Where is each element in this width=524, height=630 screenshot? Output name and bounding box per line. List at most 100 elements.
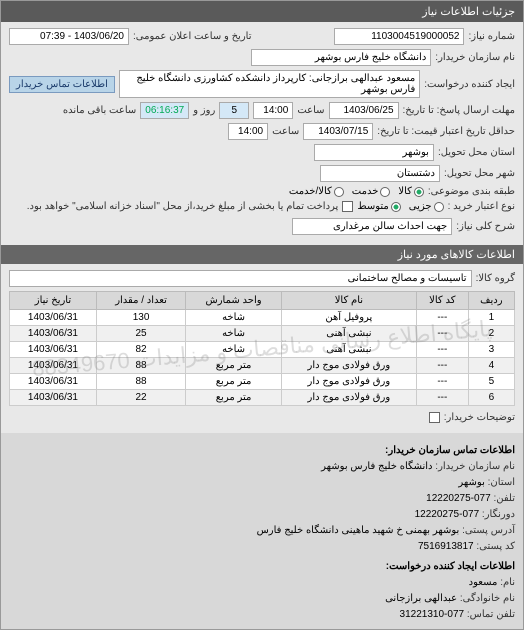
city-label: شهر محل تحویل: xyxy=(444,168,515,179)
time-remaining-label: ساعت باقی مانده xyxy=(63,105,136,116)
subject-value: جهت احداث سالن مرغداری xyxy=(292,218,452,235)
radio-icon xyxy=(434,202,444,212)
request-no: 1103004519000052 xyxy=(334,28,464,45)
table-cell: ورق فولادی موج دار xyxy=(281,374,416,390)
purchase-type-label: نوع اعتبار خرید : xyxy=(448,201,515,212)
buyer-contact-button[interactable]: اطلاعات تماس خریدار xyxy=(9,76,115,93)
public-datetime-label: تاریخ و ساعت اعلان عمومی: xyxy=(133,31,252,42)
table-row: 5---ورق فولادی موج دارمتر مربع881403/06/… xyxy=(10,374,515,390)
items-table: ردیفکد کالانام کالاواحد شمارشتعداد / مقد… xyxy=(9,291,515,406)
table-cell: متر مربع xyxy=(186,390,282,406)
table-cell: شاخه xyxy=(186,342,282,358)
table-cell: --- xyxy=(416,310,468,326)
table-header: نام کالا xyxy=(281,292,416,310)
group-label: گروه کالا: xyxy=(476,273,515,284)
org-name-label: نام سازمان خریدار: xyxy=(435,461,515,472)
contact-address: بوشهر بهمنی خ شهید ماهینی دانشگاه خلیج ف… xyxy=(257,525,460,536)
payment-note: پرداخت تمام یا بخشی از مبلغ خرید،از محل … xyxy=(27,201,339,212)
buyer-notes-checkbox[interactable] xyxy=(429,412,440,423)
table-cell: متر مربع xyxy=(186,374,282,390)
contact-fax: 077-12220275 xyxy=(415,509,480,520)
contact-phone-label: تلفن: xyxy=(493,493,515,504)
table-cell: پروفیل آهن xyxy=(281,310,416,326)
deadline-reply-label: مهلت ارسال پاسخ: تا تاریخ: xyxy=(403,105,515,116)
scope-opt-1[interactable]: خدمت xyxy=(352,186,391,197)
table-cell: 82 xyxy=(96,342,185,358)
validity-time: 14:00 xyxy=(228,123,268,140)
table-cell: 1403/06/31 xyxy=(10,310,97,326)
table-cell: 3 xyxy=(468,342,514,358)
payment-checkbox[interactable] xyxy=(342,201,353,212)
requester-label: ایجاد کننده درخواست: xyxy=(424,79,515,90)
contact-province: بوشهر xyxy=(458,477,484,488)
table-cell: --- xyxy=(416,358,468,374)
contact-tel: 077-31221310 xyxy=(400,609,465,620)
contact-name: مسعود xyxy=(469,577,498,588)
buyer-notes-label: توضیحات خریدار: xyxy=(444,412,515,423)
purchase-type-radio-group: جزیی متوسط xyxy=(357,201,443,212)
table-row: 6---ورق فولادی موج دارمتر مربع221403/06/… xyxy=(10,390,515,406)
radio-icon xyxy=(391,202,401,212)
table-cell: شاخه xyxy=(186,326,282,342)
scope-opt-0[interactable]: کالا xyxy=(398,186,424,197)
table-cell: 88 xyxy=(96,358,185,374)
table-cell: 130 xyxy=(96,310,185,326)
deadline-time-label: ساعت xyxy=(297,105,324,116)
deadline-reply-time: 14:00 xyxy=(253,102,293,119)
ptype-opt-1[interactable]: متوسط xyxy=(357,201,400,212)
table-cell: --- xyxy=(416,326,468,342)
contact-province-label: استان: xyxy=(488,477,515,488)
city-value: دشتستان xyxy=(320,165,440,182)
province-label: استان محل تحویل: xyxy=(438,147,515,158)
table-header: تعداد / مقدار xyxy=(96,292,185,310)
scope-radio-group: کالا خدمت کالا/خدمت xyxy=(289,186,424,197)
days-remaining: 5 xyxy=(219,102,249,119)
table-cell: 5 xyxy=(468,374,514,390)
deadline-reply-date: 1403/06/25 xyxy=(329,102,399,119)
table-cell: ورق فولادی موج دار xyxy=(281,358,416,374)
contact-fax-label: دورنگار: xyxy=(482,509,515,520)
items-table-container: ردیفکد کالانام کالاواحد شمارشتعداد / مقد… xyxy=(9,291,515,406)
contact-tel-label: تلفن تماس: xyxy=(467,609,515,620)
table-cell: 25 xyxy=(96,326,185,342)
group-value: تاسیسات و مصالح ساختمانی xyxy=(9,270,472,287)
org-name: دانشگاه خلیج فارس بوشهر xyxy=(321,461,432,472)
radio-icon xyxy=(380,187,390,197)
table-cell: --- xyxy=(416,342,468,358)
contact-name-label: نام: xyxy=(500,577,515,588)
contact-lastname: عبدالهی برازجانی xyxy=(385,593,457,604)
table-cell: --- xyxy=(416,390,468,406)
scope-opt-2[interactable]: کالا/خدمت xyxy=(289,186,344,197)
time-remaining: 06:16:37 xyxy=(140,102,189,119)
table-cell: 1403/06/31 xyxy=(10,358,97,374)
table-cell: 1403/06/31 xyxy=(10,390,97,406)
table-cell: 1403/06/31 xyxy=(10,342,97,358)
table-header: کد کالا xyxy=(416,292,468,310)
contact-postal: 7516913817 xyxy=(418,541,474,552)
contact-address-label: آدرس پستی: xyxy=(462,525,515,536)
table-cell: 1403/06/31 xyxy=(10,374,97,390)
table-row: 1---پروفیل آهنشاخه1301403/06/31 xyxy=(10,310,515,326)
contact-phone: 077-12220275 xyxy=(426,493,491,504)
table-cell: شاخه xyxy=(186,310,282,326)
province-value: بوشهر xyxy=(314,144,434,161)
table-header: ردیف xyxy=(468,292,514,310)
items-section-title: اطلاعات کالاهای مورد نیاز xyxy=(1,245,523,264)
ptype-opt-0[interactable]: جزیی xyxy=(409,201,444,212)
buyer-name: دانشگاه خلیج فارس بوشهر xyxy=(251,49,431,66)
contact-postal-label: کد پستی: xyxy=(476,541,515,552)
contact-lastname-label: نام خانوادگی: xyxy=(460,593,515,604)
table-cell: 2 xyxy=(468,326,514,342)
table-header: واحد شمارش xyxy=(186,292,282,310)
requester-name: مسعود عبدالهی برازجانی: کارپرداز دانشکده… xyxy=(119,70,420,98)
table-cell: 22 xyxy=(96,390,185,406)
table-cell: 1 xyxy=(468,310,514,326)
table-cell: 88 xyxy=(96,374,185,390)
table-cell: نبشی آهنی xyxy=(281,326,416,342)
subject-label: شرح کلی نیاز: xyxy=(456,221,515,232)
table-row: 4---ورق فولادی موج دارمتر مربع881403/06/… xyxy=(10,358,515,374)
table-header: تاریخ نیاز xyxy=(10,292,97,310)
validity-date: 1403/07/15 xyxy=(303,123,373,140)
radio-icon xyxy=(334,187,344,197)
org-contact-title: اطلاعات تماس سازمان خریدار: xyxy=(9,443,515,459)
